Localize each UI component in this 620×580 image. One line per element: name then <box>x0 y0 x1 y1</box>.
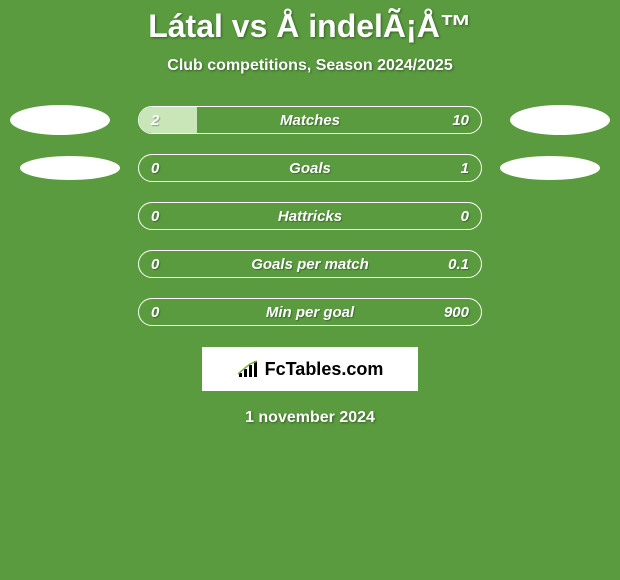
stat-row: 0 Hattricks 0 <box>0 201 620 231</box>
stat-value-left: 0 <box>151 160 159 177</box>
stat-value-right: 900 <box>444 304 469 321</box>
stat-label: Min per goal <box>266 304 354 321</box>
stat-bar: 2 Matches 10 <box>138 106 482 134</box>
stat-value-right: 0.1 <box>448 256 469 273</box>
stat-label: Goals <box>289 160 331 177</box>
stat-row: 0 Goals per match 0.1 <box>0 249 620 279</box>
stat-bar: 0 Min per goal 900 <box>138 298 482 326</box>
stats-list: 2Matches100Goals10Hattricks00Goals per m… <box>0 105 620 327</box>
chart-icon <box>237 359 261 379</box>
logo: FcTables.com <box>237 359 384 380</box>
player-ellipse-right <box>500 156 600 180</box>
stat-label: Matches <box>280 112 340 129</box>
logo-text: FcTables.com <box>265 359 384 380</box>
subtitle: Club competitions, Season 2024/2025 <box>0 57 620 75</box>
date: 1 november 2024 <box>0 409 620 427</box>
stat-bar: 0 Hattricks 0 <box>138 202 482 230</box>
stat-value-left: 0 <box>151 256 159 273</box>
stat-bar: 0 Goals per match 0.1 <box>138 250 482 278</box>
main-container: Látal vs Å indelÃ¡Å™ Club competitions, … <box>0 0 620 427</box>
stat-value-right: 10 <box>452 112 469 129</box>
stat-label: Hattricks <box>278 208 342 225</box>
stat-row: 0 Min per goal 900 <box>0 297 620 327</box>
stat-value-left: 0 <box>151 208 159 225</box>
logo-box: FcTables.com <box>202 347 418 391</box>
stat-row: 2 Matches 10 <box>0 105 620 135</box>
stat-row: 0 Goals 1 <box>0 153 620 183</box>
player-ellipse-right <box>510 105 610 135</box>
bar-fill-left <box>139 107 197 133</box>
player-ellipse-left <box>20 156 120 180</box>
page-title: Látal vs Å indelÃ¡Å™ <box>0 8 620 45</box>
stat-value-left: 0 <box>151 304 159 321</box>
stat-value-left: 2 <box>151 112 159 129</box>
stat-bar: 0 Goals 1 <box>138 154 482 182</box>
stat-label: Goals per match <box>251 256 369 273</box>
player-ellipse-left <box>10 105 110 135</box>
stat-value-right: 0 <box>461 208 469 225</box>
stat-value-right: 1 <box>461 160 469 177</box>
